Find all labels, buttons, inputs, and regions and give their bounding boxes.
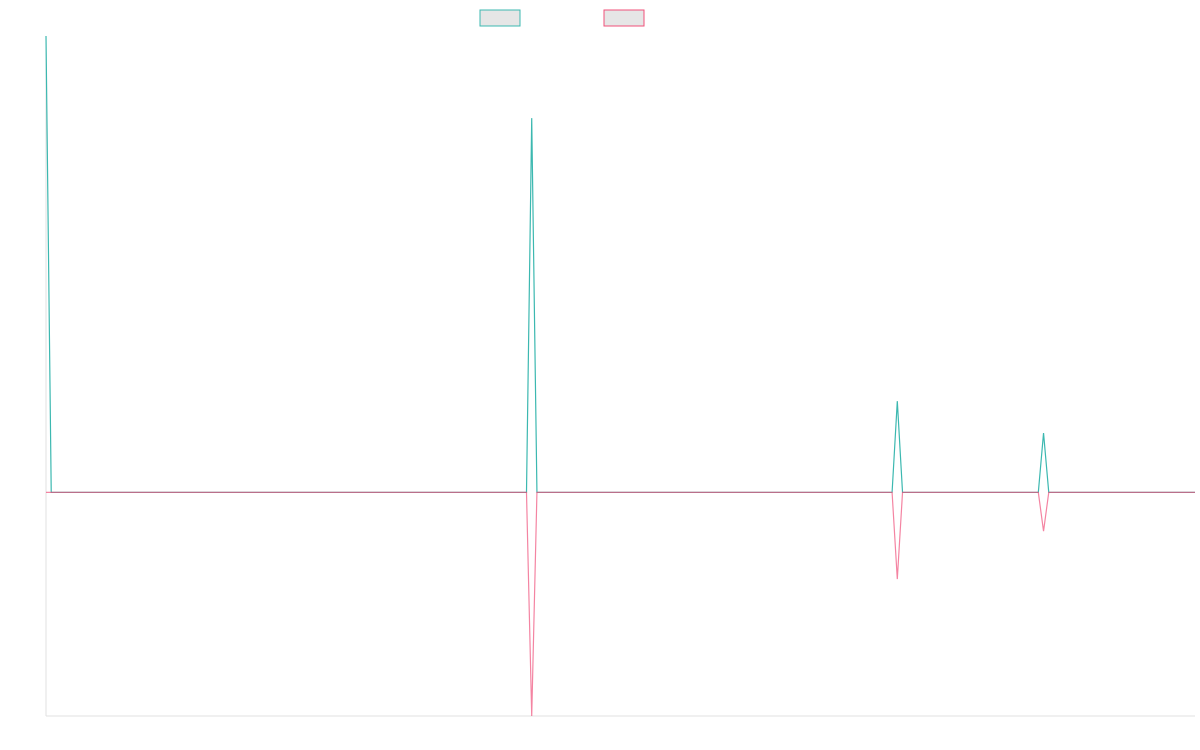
legend-swatch [479, 9, 521, 27]
series-line [45, 35, 1195, 493]
series-line [46, 491, 1195, 717]
legend-swatch [603, 9, 645, 27]
